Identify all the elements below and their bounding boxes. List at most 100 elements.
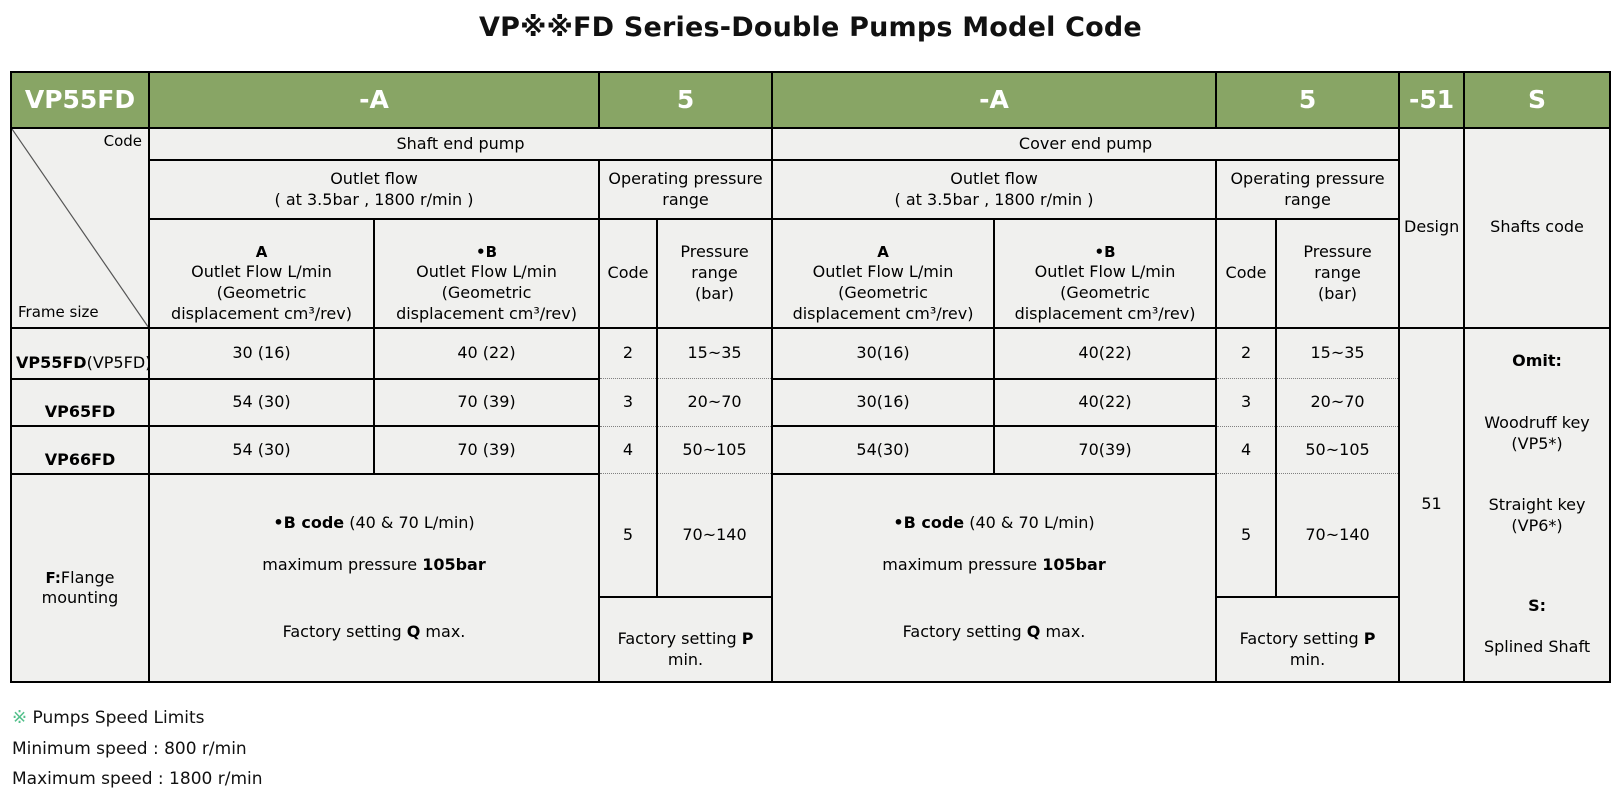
model-code-shaft-flow: -A bbox=[147, 71, 601, 129]
shafts-woodruff-key: Woodruff key (VP5*) bbox=[1484, 413, 1590, 453]
cover-factory-p: Factory setting P min. bbox=[1215, 596, 1401, 684]
note-heading: ※ Pumps Speed Limits bbox=[12, 707, 1621, 728]
model-code-design: -51 bbox=[1398, 71, 1466, 129]
diagonal-divider bbox=[12, 129, 148, 327]
shafts-code-content: Omit: Woodruff key (VP5*) Straight key (… bbox=[1463, 326, 1612, 684]
shaft-code-value: 5 bbox=[598, 473, 659, 599]
shaft-pressure-value: 70~140 bbox=[656, 473, 774, 599]
reference-mark-icon: ※ bbox=[12, 707, 28, 729]
frame-name: VP65FD bbox=[44, 402, 116, 422]
shaft-code-value: 4 bbox=[598, 425, 659, 475]
cover-pressure-value: 70~140 bbox=[1275, 473, 1401, 599]
mounting-code: F: bbox=[45, 568, 61, 587]
shaft-code-value: 2 bbox=[598, 326, 659, 380]
bcode-rest: (40 & 70 L/min) bbox=[344, 512, 475, 532]
cover-pressure-value: 50~105 bbox=[1275, 425, 1401, 475]
cover-b-value: 40(22) bbox=[993, 326, 1218, 380]
bottom-row-factory: Factory setting P min. Factory setting P… bbox=[11, 596, 1610, 684]
shaft-col-a-desc: Outlet Flow L/min (Geometric displacemen… bbox=[171, 262, 352, 323]
model-code-shaft-pressure: 5 bbox=[598, 71, 774, 129]
bcode-rest: (40 & 70 L/min) bbox=[964, 512, 1095, 532]
shaft-col-a-header: A Outlet Flow L/min (Geometric displaceme… bbox=[148, 218, 375, 329]
factory-q-pre: Factory setting bbox=[282, 622, 407, 642]
cover-outlet-flow-header: Outlet flow ( at 3.5bar , 1800 r/min ) bbox=[771, 159, 1218, 220]
table-row: VP66FD 54 (30) 70 (39) 4 50~105 54(30) 7… bbox=[10, 425, 1610, 475]
page: VP※※FD Series-Double Pumps Model Code VP… bbox=[0, 12, 1621, 789]
bottom-row: F:Flange mounting •B code (40 & 70 L/min… bbox=[10, 472, 1610, 684]
frame-vp55fd: VP55FD(VP5FD) bbox=[10, 326, 152, 380]
maxp-line: maximum pressure 105bar bbox=[154, 555, 594, 576]
model-code-cover-flow: -A bbox=[771, 71, 1218, 129]
design-value: 51 bbox=[1398, 326, 1466, 684]
mounting-cell: F:Flange mounting bbox=[10, 472, 150, 684]
model-code-table: VP55FD -A 5 -A 5 -51 S Code Frame size S… bbox=[10, 71, 1612, 684]
cover-a-value: 30(16) bbox=[771, 326, 996, 380]
shafts-straight-key: Straight key (VP6*) bbox=[1488, 495, 1586, 536]
frame-alias: (VP5FD) bbox=[86, 353, 152, 373]
shaft-pressure-header: Operating pressure range bbox=[598, 159, 774, 220]
maxp-pre: maximum pressure bbox=[262, 554, 423, 574]
note-heading-text: Pumps Speed Limits bbox=[32, 708, 205, 729]
shaft-factory-p: Factory setting P min. bbox=[598, 596, 774, 684]
note-max-speed: Maximum speed : 1800 r/min bbox=[12, 769, 263, 789]
cover-a-value: 30(16) bbox=[771, 377, 996, 428]
cover-col-a-code: A bbox=[877, 242, 889, 261]
factory-q-pre: Factory setting bbox=[902, 622, 1027, 642]
factory-p-pre: Factory setting bbox=[1239, 629, 1364, 649]
shaft-code-value: 3 bbox=[598, 378, 659, 427]
section-header-row: Code Frame size Shaft end pump Cover end… bbox=[10, 127, 1612, 329]
factory-p-bold: P bbox=[741, 629, 754, 649]
shaft-outlet-flow-header: Outlet flow ( at 3.5bar , 1800 r/min ) bbox=[147, 159, 601, 220]
model-code-row: VP55FD -A 5 -A 5 -51 S bbox=[10, 71, 1612, 129]
factory-q-post: max. bbox=[1040, 622, 1086, 642]
cover-col-a-desc: Outlet Flow L/min (Geometric displacemen… bbox=[792, 262, 974, 323]
shafts-s-code: S: bbox=[1528, 595, 1546, 615]
factory-q-line: Factory setting Q max. bbox=[777, 622, 1211, 643]
corner-label-frame-size: Frame size bbox=[18, 303, 99, 322]
shaft-pressure-value: 15~35 bbox=[656, 326, 774, 380]
shaft-pressure-col-header: Pressure range (bar) bbox=[656, 218, 774, 329]
factory-p-pre: Factory setting bbox=[617, 629, 742, 649]
shafts-omit: Omit: bbox=[1512, 351, 1562, 371]
notes: ※ Pumps Speed Limits Minimum speed : 800… bbox=[12, 707, 1621, 789]
factory-q-post: max. bbox=[420, 622, 466, 642]
factory-q-bold: Q bbox=[1026, 622, 1041, 642]
factory-q-bold: Q bbox=[406, 622, 421, 642]
note-min-speed: Minimum speed : 800 r/min bbox=[12, 739, 247, 760]
frame-name: VP55FD bbox=[16, 353, 87, 373]
factory-p-post: min. bbox=[667, 650, 704, 670]
design-label: Design bbox=[1398, 127, 1466, 329]
corner-cell: Code Frame size bbox=[10, 127, 150, 329]
cover-pressure-value: 20~70 bbox=[1275, 378, 1401, 427]
maxp-bold: 105bar bbox=[422, 554, 486, 574]
model-code-shaft: S bbox=[1463, 71, 1612, 129]
factory-p-post: min. bbox=[1289, 650, 1326, 670]
bcode-bold: •B code bbox=[273, 512, 345, 532]
shaft-col-b-header: •B Outlet Flow L/min (Geometric displacem… bbox=[373, 218, 601, 329]
cover-col-b-header: •B Outlet Flow L/min (Geometric displacem… bbox=[993, 218, 1218, 329]
column-header-row: A Outlet Flow L/min (Geometric displaceme… bbox=[11, 218, 1610, 329]
cover-pressure-header: Operating pressure range bbox=[1215, 159, 1401, 220]
shaft-a-value: 30 (16) bbox=[148, 326, 375, 380]
section-shaft-end-pump: Shaft end pump bbox=[147, 127, 774, 161]
bcode-line: •B code (40 & 70 L/min) bbox=[154, 513, 594, 534]
shaft-bcode-note: •B code (40 & 70 L/min) maximum pressure… bbox=[147, 472, 601, 684]
cover-col-b-code: •B bbox=[1094, 242, 1116, 261]
shaft-b-value: 40 (22) bbox=[373, 326, 601, 380]
section-cover-end-pump: Cover end pump bbox=[771, 127, 1401, 161]
maxp-pre: maximum pressure bbox=[882, 554, 1043, 574]
cover-b-value: 70(39) bbox=[993, 425, 1218, 475]
frame-vp65fd: VP65FD bbox=[10, 377, 150, 428]
cover-code-value: 3 bbox=[1215, 378, 1278, 427]
shaft-a-value: 54 (30) bbox=[148, 425, 375, 475]
bcode-line: •B code (40 & 70 L/min) bbox=[777, 513, 1211, 534]
page-title: VP※※FD Series-Double Pumps Model Code bbox=[479, 12, 1142, 43]
cover-pressure-col-header: Pressure range (bar) bbox=[1275, 218, 1401, 329]
factory-p-bold: P bbox=[1363, 629, 1376, 649]
shaft-col-b-desc: Outlet Flow L/min (Geometric displacemen… bbox=[396, 262, 577, 323]
shaft-code-col-header: Code bbox=[598, 218, 659, 329]
shaft-pressure-value: 50~105 bbox=[656, 425, 774, 475]
cover-code-value: 4 bbox=[1215, 425, 1278, 475]
frame-name: VP66FD bbox=[44, 450, 116, 470]
cover-col-a-header: A Outlet Flow L/min (Geometric displaceme… bbox=[771, 218, 996, 329]
